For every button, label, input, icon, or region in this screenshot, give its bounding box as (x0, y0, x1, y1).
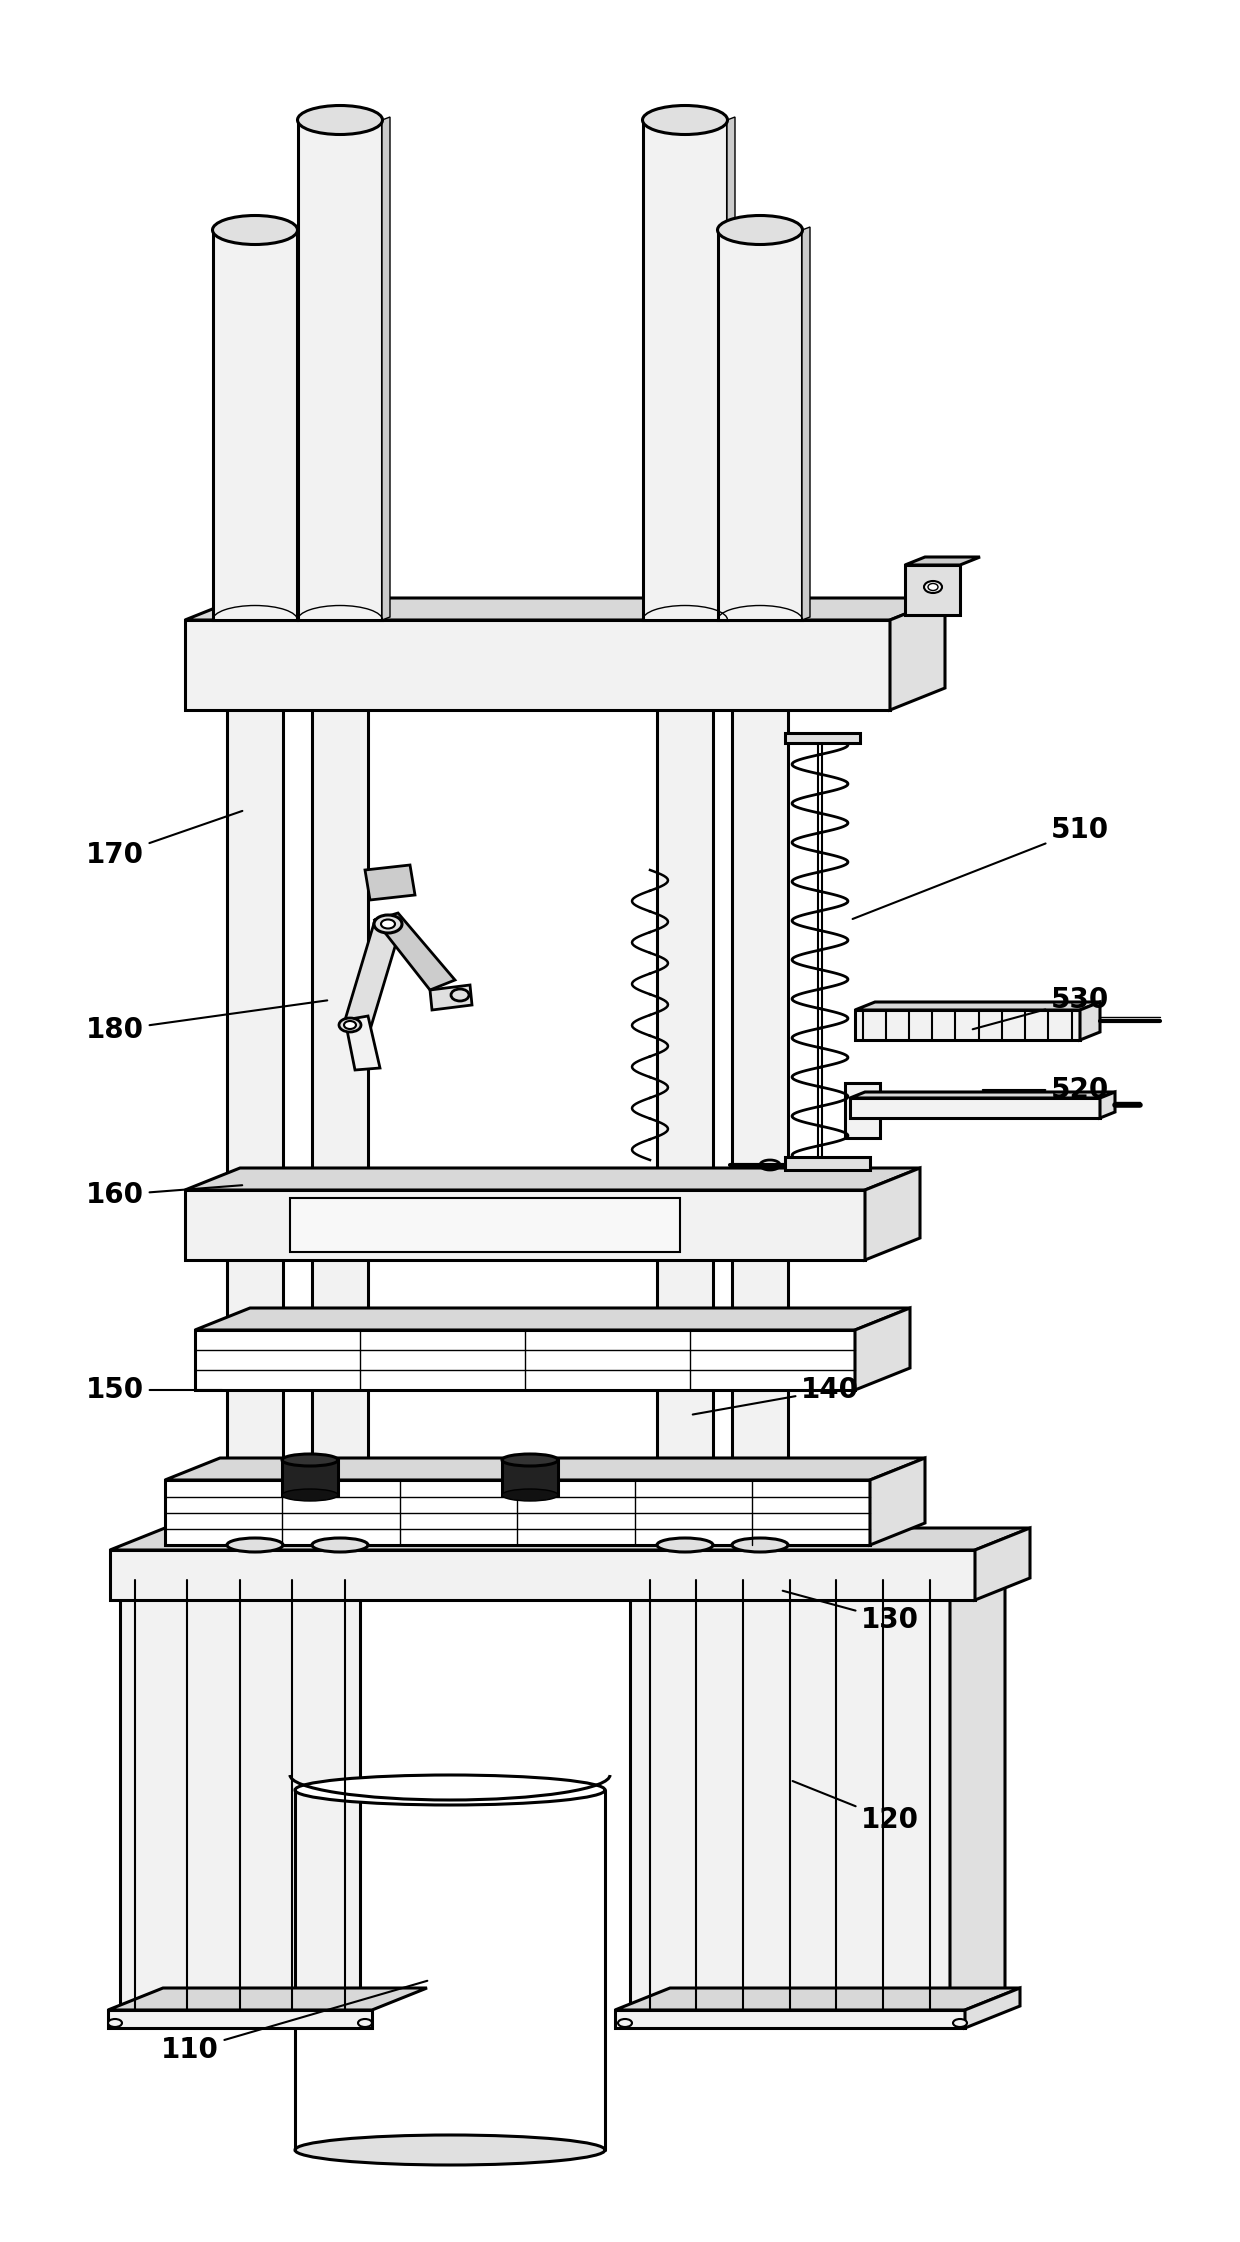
Ellipse shape (732, 1538, 787, 1551)
Polygon shape (120, 1581, 360, 2011)
Polygon shape (657, 430, 713, 1545)
Polygon shape (365, 865, 415, 899)
Polygon shape (856, 1002, 1100, 1009)
Polygon shape (185, 599, 945, 621)
Ellipse shape (312, 1538, 368, 1551)
Polygon shape (374, 912, 455, 991)
Polygon shape (615, 2011, 965, 2029)
Ellipse shape (451, 989, 469, 1000)
Ellipse shape (381, 919, 396, 928)
Ellipse shape (227, 1538, 283, 1551)
Ellipse shape (281, 1489, 339, 1500)
Polygon shape (630, 1558, 1004, 1581)
Text: 180: 180 (86, 1000, 327, 1045)
Ellipse shape (343, 1020, 356, 1029)
Text: 130: 130 (782, 1592, 919, 1634)
Polygon shape (195, 1307, 910, 1330)
Ellipse shape (718, 215, 802, 244)
Polygon shape (298, 121, 382, 621)
Polygon shape (870, 1457, 925, 1545)
Ellipse shape (227, 424, 283, 437)
Text: 120: 120 (792, 1780, 919, 1834)
Text: 160: 160 (86, 1182, 242, 1208)
Polygon shape (312, 430, 368, 1545)
Polygon shape (802, 226, 810, 621)
Ellipse shape (339, 1018, 361, 1031)
Text: 140: 140 (693, 1377, 859, 1415)
Polygon shape (185, 1191, 866, 1260)
Polygon shape (281, 1460, 339, 1495)
Polygon shape (165, 1457, 925, 1480)
Ellipse shape (618, 2020, 632, 2027)
Ellipse shape (642, 105, 728, 135)
Polygon shape (1080, 1002, 1100, 1040)
Text: 150: 150 (86, 1377, 222, 1403)
Polygon shape (108, 2011, 372, 2029)
Polygon shape (890, 599, 945, 711)
Polygon shape (430, 984, 472, 1009)
Polygon shape (965, 1989, 1021, 2029)
Polygon shape (185, 1168, 920, 1191)
Polygon shape (290, 1197, 680, 1251)
Polygon shape (382, 117, 391, 621)
Ellipse shape (212, 215, 298, 244)
Polygon shape (213, 231, 298, 621)
Polygon shape (732, 430, 787, 1545)
Polygon shape (866, 1168, 920, 1260)
Ellipse shape (657, 1538, 713, 1551)
Ellipse shape (374, 915, 402, 933)
Polygon shape (856, 1307, 910, 1390)
Ellipse shape (298, 105, 382, 135)
Polygon shape (630, 1581, 950, 2011)
Ellipse shape (954, 2020, 967, 2027)
Ellipse shape (295, 1776, 605, 1805)
Polygon shape (785, 1157, 870, 1170)
Polygon shape (905, 565, 960, 614)
Text: 510: 510 (853, 816, 1109, 919)
Text: 520: 520 (983, 1076, 1109, 1103)
Ellipse shape (657, 424, 713, 437)
Text: 110: 110 (161, 1980, 428, 2065)
Text: 530: 530 (972, 986, 1109, 1029)
Polygon shape (502, 1460, 558, 1495)
Polygon shape (785, 733, 861, 742)
Ellipse shape (502, 1489, 558, 1500)
Polygon shape (195, 1330, 856, 1390)
Polygon shape (844, 1083, 880, 1139)
Polygon shape (950, 1558, 1004, 2011)
Polygon shape (345, 1016, 379, 1069)
Text: 170: 170 (86, 812, 242, 870)
Polygon shape (108, 1989, 427, 2011)
Polygon shape (975, 1529, 1030, 1601)
Ellipse shape (928, 583, 937, 590)
Polygon shape (110, 1529, 1030, 1549)
Polygon shape (849, 1099, 1100, 1119)
Ellipse shape (924, 581, 942, 592)
Ellipse shape (108, 2020, 122, 2027)
Polygon shape (644, 121, 727, 621)
Ellipse shape (732, 424, 787, 437)
Ellipse shape (312, 424, 368, 437)
Polygon shape (905, 556, 980, 565)
Ellipse shape (281, 1455, 339, 1466)
Polygon shape (227, 430, 283, 1545)
Polygon shape (345, 919, 401, 1029)
Polygon shape (718, 231, 802, 621)
Polygon shape (120, 1558, 415, 1581)
Polygon shape (110, 1549, 975, 1601)
Polygon shape (298, 226, 305, 621)
Polygon shape (727, 117, 735, 621)
Polygon shape (165, 1480, 870, 1545)
Ellipse shape (358, 2020, 372, 2027)
Polygon shape (1100, 1092, 1115, 1119)
Ellipse shape (502, 1455, 558, 1466)
Polygon shape (849, 1092, 1115, 1099)
Polygon shape (185, 621, 890, 711)
Polygon shape (615, 1989, 1021, 2011)
Ellipse shape (295, 2134, 605, 2166)
Polygon shape (856, 1009, 1080, 1040)
